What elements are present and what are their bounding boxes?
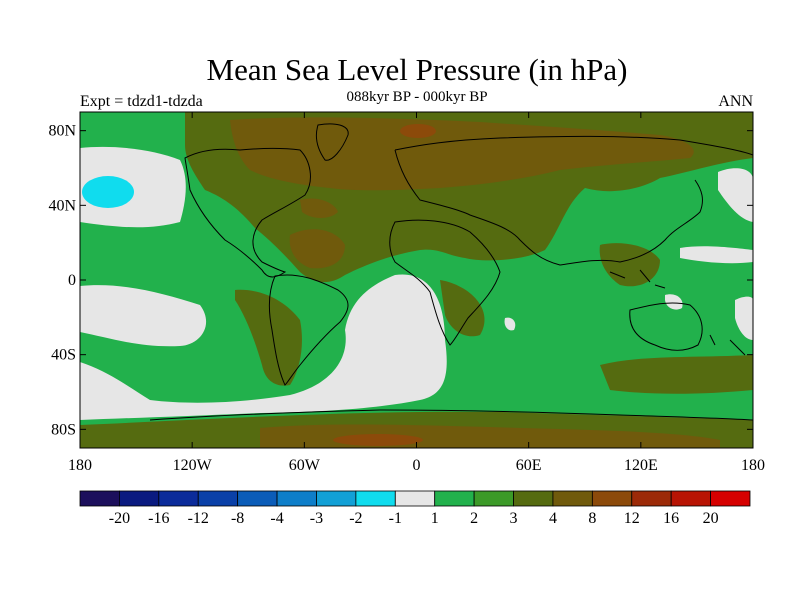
colorbar-swatch [79,490,120,507]
colorbar-swatch [158,490,199,507]
coastline-antarctica [149,409,753,421]
colorbar-swatch [276,490,317,507]
experiment-label: Expt = tdzd1-tdzda [80,93,203,110]
lon-tick-label: 60E [516,457,542,474]
season-label: ANN [718,93,753,110]
field-region-grey [80,285,207,347]
colorbar-label: -8 [231,510,244,527]
colorbar-swatch [316,490,357,507]
coastlines [149,123,753,421]
colorbar-label: 12 [624,510,640,527]
colorbar-label: -4 [270,510,283,527]
field-region-grey [718,168,753,222]
coastline-greenland [315,123,349,161]
lon-tick-label: 180 [741,457,765,474]
longitude-axis: 180 120W 60W 0 60E 120E 180 [68,112,765,474]
coastline-north-america [184,148,311,278]
colorbar-label: -20 [109,510,130,527]
colorbar-swatch [670,490,711,507]
colorbar-label: -12 [188,510,209,527]
field-region-brown [289,229,345,269]
coastline-europe-asia [394,135,753,266]
colorbar-swatch [513,490,554,507]
colorbar-label: -2 [349,510,362,527]
colorbar-swatch [394,490,436,507]
colorbar: -20 -16 -12 -8 -4 -3 -2 -1 1 2 3 4 8 12 16 20 [79,490,751,527]
colorbar-swatch [710,490,751,507]
lat-tick-label: 40N [48,197,76,214]
chart-subtitle: 088kyr BP - 000kyr BP [346,89,488,105]
lon-tick-label: 60W [289,457,321,474]
coastline-islands [609,269,746,356]
field-region-rust [333,434,423,446]
colorbar-label: 16 [663,510,679,527]
colorbar-swatch [119,490,160,507]
coastline-south-america [268,274,349,386]
colorbar-label: -3 [310,510,323,527]
colorbar-label: 3 [510,510,518,527]
field-region-grey [504,317,516,331]
field-region-olive [600,355,753,394]
field-region-grey [80,274,447,420]
colorbar-swatch [197,490,239,507]
field-region-grey [665,294,683,310]
coastline-africa [389,219,501,346]
colorbar-label: -16 [148,510,169,527]
field-region-brown [230,117,694,191]
colorbar-swatch [355,490,396,507]
colorbar-label: 20 [703,510,719,527]
lon-tick-label: 180 [68,457,92,474]
field-region-olive [235,289,302,386]
colorbar-label: 8 [588,510,596,527]
colorbar-label: 1 [431,510,439,527]
field-region-grey [735,296,753,340]
colorbar-label: -1 [389,510,402,527]
coastline-australia [629,302,703,351]
chart-title: Mean Sea Level Pressure (in hPa) [206,52,628,87]
colorbar-swatch [237,490,278,507]
lat-tick-label: 80S [51,421,76,438]
colorbar-swatch [434,490,475,507]
map-field [80,112,753,448]
colorbar-swatch [552,490,593,507]
field-region-grey [680,246,753,264]
field-region-brown [300,198,338,218]
colorbar-swatch [631,490,672,507]
lon-tick-label: 120E [624,457,658,474]
field-region-rust [400,124,436,138]
lon-tick-label: 120W [173,457,213,474]
colorbar-swatch [591,490,633,507]
latitude-axis: 80N 40N 0 40S 80S [48,123,753,438]
colorbar-swatch [473,490,514,507]
colorbar-label: 4 [549,510,557,527]
colorbar-label: 2 [470,510,478,527]
field-region-cyan [82,176,134,208]
lon-tick-label: 0 [413,457,421,474]
field-region-olive [440,280,485,337]
lat-tick-label: 40S [51,347,76,364]
lat-tick-label: 0 [68,272,76,289]
lat-tick-label: 80N [48,123,76,140]
